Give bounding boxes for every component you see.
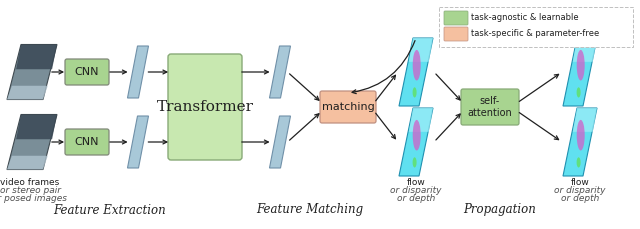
Text: Feature Matching: Feature Matching bbox=[257, 204, 364, 216]
FancyBboxPatch shape bbox=[168, 54, 242, 160]
Polygon shape bbox=[573, 38, 597, 62]
Text: or disparity: or disparity bbox=[554, 186, 605, 195]
Text: flow: flow bbox=[406, 178, 426, 187]
Polygon shape bbox=[563, 38, 597, 106]
FancyBboxPatch shape bbox=[444, 11, 468, 25]
Text: or depth: or depth bbox=[561, 194, 599, 203]
Ellipse shape bbox=[413, 50, 420, 81]
Polygon shape bbox=[7, 44, 57, 99]
Text: Propagation: Propagation bbox=[463, 204, 536, 216]
Ellipse shape bbox=[577, 120, 585, 150]
Ellipse shape bbox=[577, 50, 585, 81]
Text: or stereo pair: or stereo pair bbox=[0, 186, 61, 195]
Polygon shape bbox=[399, 38, 433, 106]
Text: self-
attention: self- attention bbox=[468, 96, 513, 118]
FancyBboxPatch shape bbox=[444, 27, 468, 41]
Text: flow: flow bbox=[571, 178, 589, 187]
FancyBboxPatch shape bbox=[320, 91, 376, 123]
Text: Feature Extraction: Feature Extraction bbox=[54, 204, 166, 216]
Polygon shape bbox=[127, 46, 148, 98]
Polygon shape bbox=[573, 108, 597, 132]
Text: or posed images: or posed images bbox=[0, 194, 67, 203]
Text: CNN: CNN bbox=[75, 67, 99, 77]
Polygon shape bbox=[127, 116, 148, 168]
Ellipse shape bbox=[413, 87, 417, 98]
FancyBboxPatch shape bbox=[65, 129, 109, 155]
Polygon shape bbox=[7, 156, 48, 169]
Text: or disparity: or disparity bbox=[390, 186, 442, 195]
Text: task-agnostic & learnable: task-agnostic & learnable bbox=[471, 14, 579, 22]
FancyBboxPatch shape bbox=[439, 7, 633, 47]
Polygon shape bbox=[7, 86, 48, 99]
Text: task-specific & parameter-free: task-specific & parameter-free bbox=[471, 30, 599, 38]
Polygon shape bbox=[16, 44, 57, 69]
Text: video frames: video frames bbox=[1, 178, 60, 187]
Polygon shape bbox=[409, 38, 433, 62]
Text: or depth: or depth bbox=[397, 194, 435, 203]
Polygon shape bbox=[16, 114, 57, 139]
FancyBboxPatch shape bbox=[461, 89, 519, 125]
Polygon shape bbox=[7, 114, 57, 169]
Ellipse shape bbox=[577, 157, 580, 167]
Ellipse shape bbox=[413, 120, 420, 150]
Polygon shape bbox=[563, 108, 597, 176]
FancyBboxPatch shape bbox=[65, 59, 109, 85]
Ellipse shape bbox=[577, 87, 580, 98]
Polygon shape bbox=[409, 108, 433, 132]
Ellipse shape bbox=[413, 157, 417, 167]
Polygon shape bbox=[269, 46, 291, 98]
Text: matching: matching bbox=[322, 102, 374, 112]
Polygon shape bbox=[399, 108, 433, 176]
Text: Transformer: Transformer bbox=[157, 100, 253, 114]
Polygon shape bbox=[269, 116, 291, 168]
Text: CNN: CNN bbox=[75, 137, 99, 147]
